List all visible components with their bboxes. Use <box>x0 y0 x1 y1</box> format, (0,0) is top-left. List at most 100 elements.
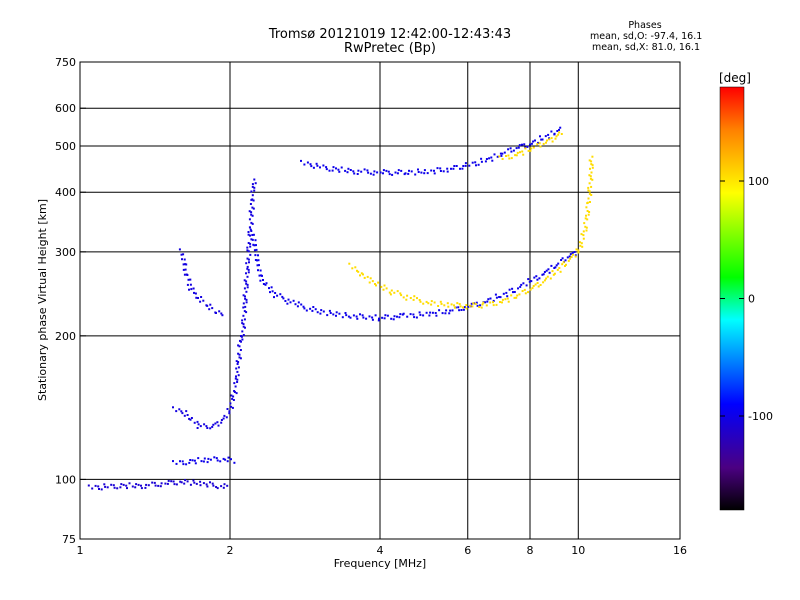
data-point <box>508 288 511 291</box>
data-point <box>247 233 250 236</box>
data-point <box>527 278 530 281</box>
data-point <box>246 267 249 270</box>
data-point <box>468 304 471 307</box>
data-point <box>191 459 194 462</box>
data-point <box>236 381 239 383</box>
data-point <box>386 314 389 317</box>
data-point <box>390 317 393 320</box>
data-point <box>407 172 410 175</box>
data-point <box>173 483 176 486</box>
data-point <box>510 157 513 160</box>
data-point <box>512 291 514 294</box>
data-point <box>246 257 249 260</box>
data-point <box>591 155 594 158</box>
data-point <box>246 246 249 249</box>
data-point <box>253 178 256 181</box>
data-point <box>545 269 548 272</box>
data-point <box>251 222 254 225</box>
data-point <box>562 261 565 264</box>
chart-title-line2: RwPretec (Bp) <box>343 41 437 56</box>
phase-stats-x-mode: mean, sd,X: 81.0, 16.1 <box>591 42 700 53</box>
data-point <box>507 148 510 151</box>
data-point <box>325 166 328 169</box>
data-point <box>110 483 113 486</box>
data-point <box>486 300 489 303</box>
data-point <box>125 484 128 487</box>
data-point <box>319 312 322 315</box>
data-point <box>455 165 458 167</box>
data-point <box>549 277 552 280</box>
data-point <box>178 408 181 411</box>
data-point <box>480 306 483 309</box>
data-point <box>170 480 173 483</box>
data-point <box>242 314 245 317</box>
data-point <box>586 218 589 221</box>
data-point <box>248 218 251 221</box>
data-point <box>249 253 252 256</box>
data-point <box>250 190 253 193</box>
data-point <box>589 177 592 180</box>
data-point <box>215 312 217 314</box>
data-point <box>340 166 343 169</box>
data-point <box>406 315 409 318</box>
data-point <box>284 300 287 302</box>
data-point <box>582 234 585 237</box>
data-point <box>418 311 421 314</box>
data-point <box>377 319 380 322</box>
data-point <box>236 363 239 365</box>
colorbar-tick-label: -100 <box>748 410 773 423</box>
data-point <box>193 421 196 424</box>
data-point <box>544 135 547 138</box>
data-point <box>518 144 521 147</box>
data-point <box>457 306 460 309</box>
data-point <box>392 318 395 321</box>
data-point <box>382 288 385 291</box>
data-point <box>443 304 446 307</box>
data-point <box>510 294 513 297</box>
x-tick-label: 10 <box>571 544 585 557</box>
data-point <box>481 303 484 306</box>
data-point <box>465 307 468 310</box>
data-point <box>555 264 558 267</box>
data-point <box>256 264 259 267</box>
data-point <box>511 287 514 290</box>
data-point <box>534 283 537 286</box>
data-point <box>250 238 253 241</box>
data-point <box>446 302 449 305</box>
data-point <box>548 138 551 141</box>
data-point <box>346 171 349 174</box>
data-point <box>402 312 405 315</box>
data-point <box>265 282 268 285</box>
chart-title-line1: Tromsø 20121019 12:42:00-12:43:43 <box>268 27 512 42</box>
data-point <box>591 164 594 167</box>
data-point <box>302 305 305 308</box>
data-point <box>194 462 197 465</box>
data-point <box>116 487 119 490</box>
data-point <box>514 154 517 157</box>
data-point <box>589 201 591 203</box>
data-point <box>239 339 241 342</box>
data-point <box>259 269 262 272</box>
data-point <box>471 305 474 308</box>
data-point <box>244 326 246 329</box>
data-point <box>459 167 461 170</box>
data-point <box>590 160 593 163</box>
data-point <box>478 306 481 308</box>
data-point <box>300 159 302 162</box>
data-point <box>172 406 174 409</box>
data-point <box>344 169 347 172</box>
data-point <box>500 154 503 157</box>
data-point <box>216 487 219 490</box>
data-point <box>574 254 577 257</box>
data-point <box>476 304 479 307</box>
y-tick-label: 500 <box>55 140 76 153</box>
data-point <box>557 133 560 136</box>
data-point <box>538 277 541 280</box>
data-point <box>516 294 519 297</box>
data-point <box>550 137 553 140</box>
data-point <box>530 147 533 150</box>
x-tick-label: 8 <box>527 544 534 557</box>
data-point <box>253 249 256 252</box>
data-point <box>547 268 550 271</box>
data-point <box>335 167 337 170</box>
